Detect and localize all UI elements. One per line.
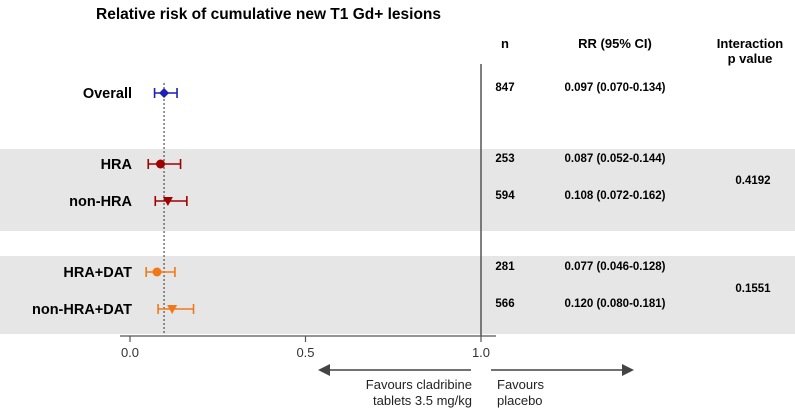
point-estimate xyxy=(167,305,178,314)
favours-placebo-arrowhead xyxy=(622,364,634,376)
interaction-p-hra: 0.4192 xyxy=(735,175,770,187)
favours-cladribine-label-line2: tablets 3.5 mg/kg xyxy=(373,393,472,408)
row-label: non-HRA+DAT xyxy=(32,302,132,318)
favours-cladribine-arrowhead xyxy=(318,364,330,376)
x-tick-label: 0.0 xyxy=(121,345,139,360)
row-n: 847 xyxy=(495,82,514,94)
subgroup-band-hra xyxy=(0,149,795,231)
forest-rows: Overall 847 0.097 (0.070-0.134) HRA 253 0.087… xyxy=(32,82,666,318)
point-estimate xyxy=(162,197,173,206)
row-rr-ci: 0.087 (0.052-0.144) xyxy=(564,153,665,165)
row-n: 253 xyxy=(495,153,514,165)
column-header-p-value: p value xyxy=(728,51,773,66)
subgroup-band-dat xyxy=(0,256,795,334)
point-estimate xyxy=(159,88,170,98)
row-n: 594 xyxy=(495,190,515,202)
column-header-n: n xyxy=(501,36,509,51)
x-tick-label: 0.5 xyxy=(296,345,314,360)
row-hra: HRA 253 0.087 (0.052-0.144) xyxy=(101,153,666,173)
row-label: HRA+DAT xyxy=(63,265,132,281)
point-estimate xyxy=(152,267,162,277)
interaction-p-dat: 0.1551 xyxy=(735,283,771,295)
chart-title: Relative risk of cumulative new T1 Gd+ l… xyxy=(96,6,441,23)
x-axis-ticks: 0.0 0.5 1.0 xyxy=(121,336,490,360)
row-label: HRA xyxy=(101,157,133,173)
row-rr-ci: 0.108 (0.072-0.162) xyxy=(564,190,665,202)
row-overall: Overall 847 0.097 (0.070-0.134) xyxy=(83,82,666,102)
column-header-rr: RR (95% CI) xyxy=(578,36,652,51)
row-rr-ci: 0.097 (0.070-0.134) xyxy=(564,82,665,94)
favours-cladribine-label-line1: Favours cladribine xyxy=(366,377,472,392)
favours-placebo-label-line2: placebo xyxy=(497,393,543,408)
x-tick-label: 1.0 xyxy=(472,345,490,360)
row-rr-ci: 0.077 (0.046-0.128) xyxy=(564,261,665,273)
row-label: Overall xyxy=(83,86,132,102)
row-non-hra: non-HRA 594 0.108 (0.072-0.162) xyxy=(69,190,666,210)
row-label: non-HRA xyxy=(69,194,132,210)
column-header-interaction: Interaction xyxy=(717,36,784,51)
row-rr-ci: 0.120 (0.080-0.181) xyxy=(564,298,665,310)
row-n: 281 xyxy=(495,261,515,273)
row-hra-dat: HRA+DAT 281 0.077 (0.046-0.128) xyxy=(63,261,665,281)
row-non-hra-dat: non-HRA+DAT 566 0.120 (0.080-0.181) xyxy=(32,298,666,318)
point-estimate xyxy=(156,159,166,169)
row-n: 566 xyxy=(495,298,514,310)
favours-placebo-label-line1: Favours xyxy=(497,377,544,392)
